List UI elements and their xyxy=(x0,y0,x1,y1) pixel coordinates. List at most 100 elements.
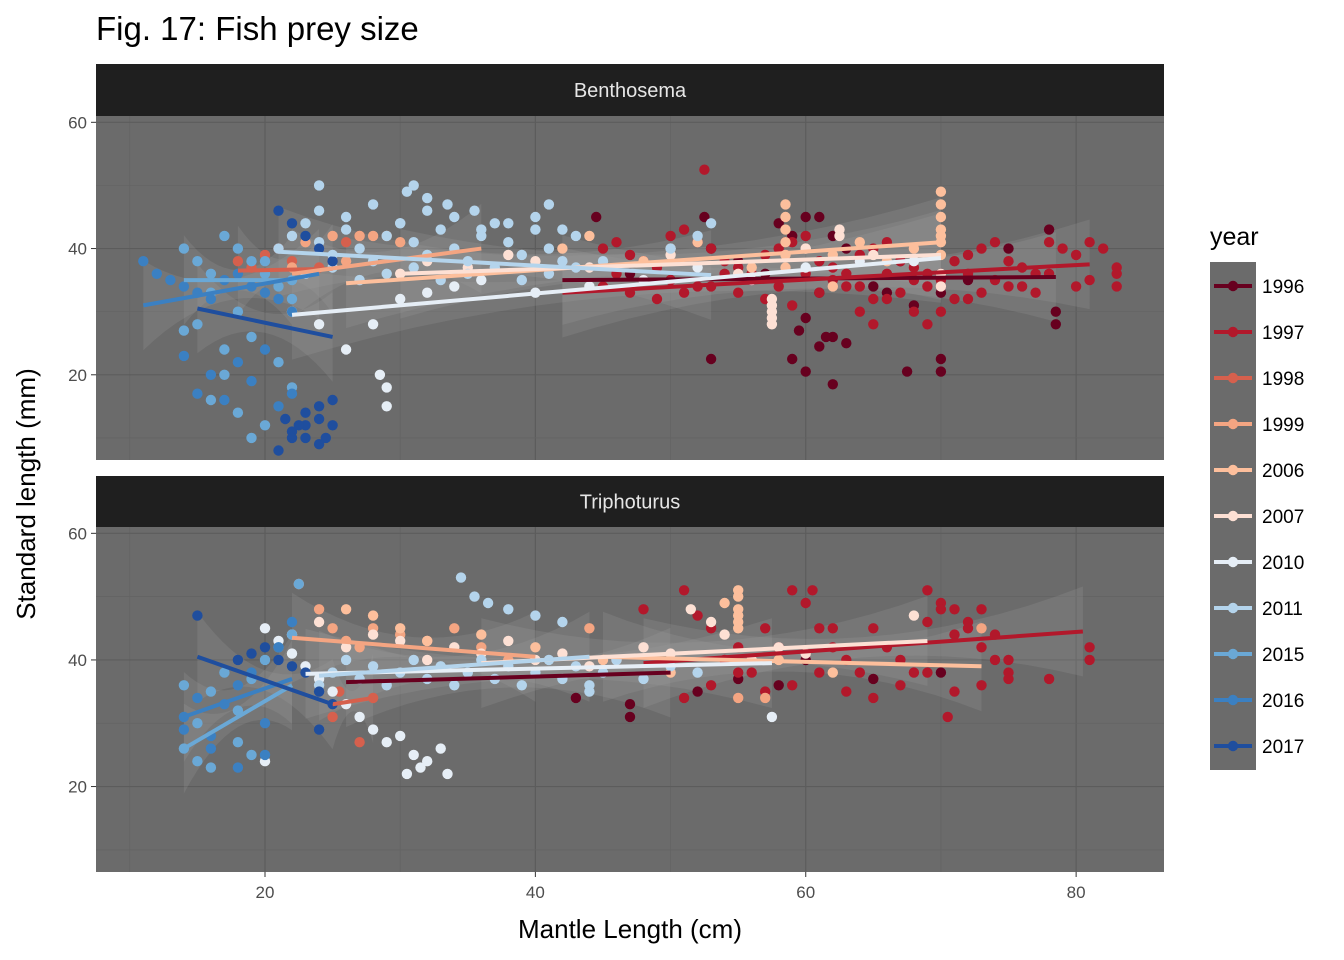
point-2007 xyxy=(908,610,920,621)
point-1997 xyxy=(976,604,987,615)
point-1997 xyxy=(705,680,717,691)
point-2016 xyxy=(259,344,271,355)
point-2006 xyxy=(935,224,947,235)
point-2015 xyxy=(192,718,203,729)
facet-strip-label: Benthosema xyxy=(574,80,687,102)
point-2007 xyxy=(834,224,845,235)
point-1998 xyxy=(232,256,244,267)
point-1999 xyxy=(733,692,744,704)
point-2010 xyxy=(401,768,413,780)
point-2011 xyxy=(516,680,527,691)
point-1997 xyxy=(935,604,947,615)
point-2016 xyxy=(286,388,298,399)
point-1997 xyxy=(841,686,852,697)
point-2015 xyxy=(205,762,217,773)
point-2011 xyxy=(543,199,555,210)
point-2015 xyxy=(273,281,284,292)
point-1997 xyxy=(1070,281,1082,292)
point-2011 xyxy=(584,686,595,697)
point-2007 xyxy=(503,635,514,647)
point-2006 xyxy=(935,211,947,223)
point-1996 xyxy=(1050,319,1062,330)
point-1997 xyxy=(597,243,609,254)
point-1997 xyxy=(678,585,690,596)
point-1997 xyxy=(1084,274,1095,286)
point-2011 xyxy=(516,249,527,261)
legend-item-1997: 1997 xyxy=(1214,323,1304,344)
point-2010 xyxy=(313,319,325,330)
point-1997 xyxy=(976,287,987,298)
point-2016 xyxy=(232,762,244,773)
point-1997 xyxy=(678,224,690,235)
point-2015 xyxy=(246,331,257,343)
point-1997 xyxy=(1098,243,1109,254)
point-1996 xyxy=(1003,243,1014,254)
point-2016 xyxy=(165,274,176,286)
point-1997 xyxy=(1084,237,1095,248)
point-2011 xyxy=(469,591,480,602)
point-2010 xyxy=(381,401,392,412)
point-2015 xyxy=(259,420,271,431)
point-1997 xyxy=(949,293,960,305)
point-2011 xyxy=(489,218,500,229)
point-1997 xyxy=(949,256,960,267)
point-1997 xyxy=(1003,256,1014,267)
point-2010 xyxy=(415,762,426,773)
legend-item-2016: 2016 xyxy=(1214,691,1304,712)
point-2011 xyxy=(449,211,460,223)
point-2016 xyxy=(259,718,271,729)
point-2011 xyxy=(557,224,568,235)
point-2011 xyxy=(705,218,717,229)
point-2010 xyxy=(340,344,352,355)
point-2016 xyxy=(192,388,203,399)
point-2017 xyxy=(300,432,311,444)
point-1997 xyxy=(908,306,920,317)
point-1996 xyxy=(705,353,717,365)
point-2010 xyxy=(442,768,453,780)
legend-dot xyxy=(1227,648,1239,660)
point-1997 xyxy=(922,616,933,628)
point-2015 xyxy=(178,680,190,691)
point-1997 xyxy=(800,597,811,609)
point-2017 xyxy=(286,432,298,444)
point-2011 xyxy=(435,224,446,235)
point-2011 xyxy=(503,604,514,615)
point-1997 xyxy=(678,692,690,704)
point-1999 xyxy=(340,256,352,267)
point-2007 xyxy=(638,642,649,653)
point-1997 xyxy=(1003,654,1014,666)
point-1996 xyxy=(935,353,947,365)
point-2017 xyxy=(286,218,298,229)
point-1996 xyxy=(868,673,879,685)
y-axis-ticks: 20 40 60 xyxy=(68,113,96,385)
point-2011 xyxy=(638,673,649,685)
legend-item-2015: 2015 xyxy=(1214,645,1304,666)
legend-title: year xyxy=(1210,223,1259,251)
point-2006 xyxy=(422,635,433,647)
point-2011 xyxy=(300,218,311,229)
point-1998 xyxy=(340,237,352,248)
legend: year 1996 1997 1998 1999 2006 2007 2010 2011 201… xyxy=(1210,223,1304,770)
point-2015 xyxy=(246,432,257,444)
legend-dot xyxy=(1227,464,1239,476)
legend-label: 2016 xyxy=(1262,691,1304,712)
point-2015 xyxy=(286,293,298,305)
point-2011 xyxy=(455,572,467,583)
point-2016 xyxy=(246,375,257,387)
point-1996 xyxy=(901,366,913,377)
point-1997 xyxy=(787,585,798,596)
point-2017 xyxy=(280,413,291,425)
point-2011 xyxy=(476,224,487,235)
point-1997 xyxy=(787,300,798,311)
fit-line-2006 xyxy=(345,240,942,286)
point-1997 xyxy=(1043,237,1055,248)
point-2006 xyxy=(476,629,487,640)
point-2007 xyxy=(685,604,696,615)
point-1997 xyxy=(935,306,947,317)
facet-strip-label: Triphoturus xyxy=(580,492,680,514)
point-2006 xyxy=(780,211,791,223)
legend-dot xyxy=(1227,740,1239,752)
point-1997 xyxy=(989,654,1001,666)
point-2015 xyxy=(232,407,244,418)
point-1997 xyxy=(949,604,960,615)
